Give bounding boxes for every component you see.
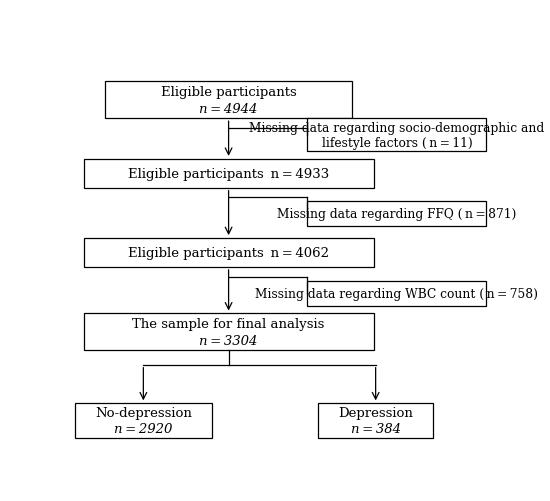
Text: Missing data regarding socio-demographic and: Missing data regarding socio-demographic… xyxy=(249,121,544,134)
FancyBboxPatch shape xyxy=(307,119,486,152)
Text: n = 4944: n = 4944 xyxy=(200,103,258,116)
FancyBboxPatch shape xyxy=(84,238,373,268)
Text: Missing data regarding WBC count ( n = 758): Missing data regarding WBC count ( n = 7… xyxy=(255,287,538,300)
FancyBboxPatch shape xyxy=(318,403,433,438)
Text: Eligible participants  n = 4062: Eligible participants n = 4062 xyxy=(128,246,329,260)
FancyBboxPatch shape xyxy=(307,281,486,306)
Text: The sample for final analysis: The sample for final analysis xyxy=(133,317,325,330)
Text: Eligible participants  n = 4933: Eligible participants n = 4933 xyxy=(128,167,329,180)
Text: No-depression: No-depression xyxy=(95,406,192,419)
Text: lifestyle factors ( n = 11): lifestyle factors ( n = 11) xyxy=(322,136,472,149)
FancyBboxPatch shape xyxy=(84,159,373,188)
Text: n = 2920: n = 2920 xyxy=(114,422,173,435)
FancyBboxPatch shape xyxy=(75,403,212,438)
Text: n = 3304: n = 3304 xyxy=(200,334,258,347)
FancyBboxPatch shape xyxy=(105,82,352,119)
Text: Missing data regarding FFQ ( n = 871): Missing data regarding FFQ ( n = 871) xyxy=(277,208,516,221)
Text: n = 384: n = 384 xyxy=(351,422,400,435)
FancyBboxPatch shape xyxy=(307,202,486,227)
Text: Eligible participants: Eligible participants xyxy=(161,86,296,99)
Text: Depression: Depression xyxy=(338,406,413,419)
FancyBboxPatch shape xyxy=(84,314,373,350)
